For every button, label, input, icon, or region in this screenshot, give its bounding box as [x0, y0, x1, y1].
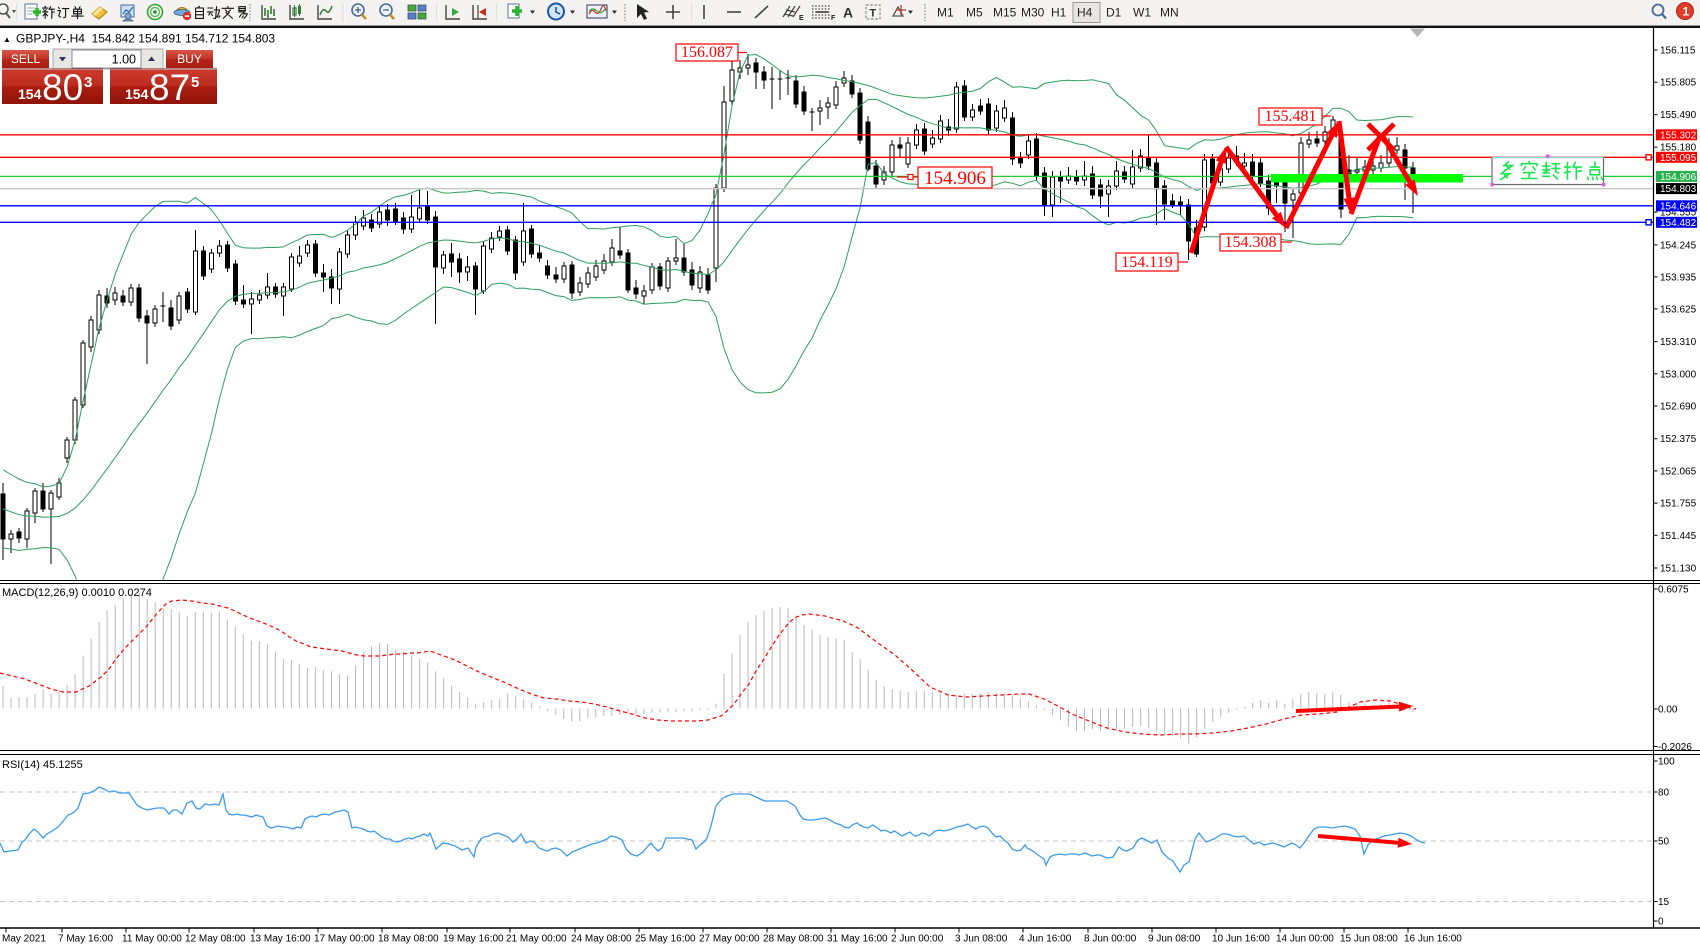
- svg-text:8 Jun 00:00: 8 Jun 00:00: [1084, 934, 1137, 945]
- svg-text:154: 154: [18, 86, 42, 102]
- svg-text:155.095: 155.095: [1660, 153, 1697, 164]
- svg-text:80: 80: [42, 67, 83, 108]
- svg-text:27 May 00:00: 27 May 00:00: [699, 934, 760, 945]
- svg-text:15 Jun 08:00: 15 Jun 08:00: [1340, 934, 1398, 945]
- svg-text:RSI(14) 45.1255: RSI(14) 45.1255: [2, 759, 83, 771]
- svg-text:7 May 16:00: 7 May 16:00: [58, 934, 113, 945]
- svg-text:H4: H4: [1077, 6, 1093, 20]
- svg-text:MN: MN: [1160, 6, 1179, 20]
- svg-text:154.906: 154.906: [924, 168, 986, 189]
- svg-text:MACD(12,26,9) 0.0010 0.0274: MACD(12,26,9) 0.0010 0.0274: [2, 587, 152, 599]
- svg-text:13 May 16:00: 13 May 16:00: [250, 934, 311, 945]
- svg-text:153.310: 153.310: [1660, 337, 1697, 348]
- svg-text:155.481: 155.481: [1265, 108, 1317, 125]
- svg-text:9 Jun 08:00: 9 Jun 08:00: [1148, 934, 1201, 945]
- svg-text:154.245: 154.245: [1660, 240, 1697, 251]
- svg-text:155.180: 155.180: [1660, 143, 1697, 154]
- svg-text:152.690: 152.690: [1660, 402, 1697, 413]
- svg-text:154.308: 154.308: [1225, 234, 1277, 251]
- svg-text:154.646: 154.646: [1660, 201, 1697, 212]
- svg-text:BUY: BUY: [177, 52, 202, 66]
- svg-text:4 Jun 16:00: 4 Jun 16:00: [1019, 934, 1072, 945]
- svg-text:24 May 08:00: 24 May 08:00: [571, 934, 632, 945]
- svg-text:154.803: 154.803: [1660, 184, 1697, 195]
- svg-text:-0.2026: -0.2026: [1658, 742, 1692, 753]
- svg-text:31 May 16:00: 31 May 16:00: [827, 934, 888, 945]
- svg-text:16 Jun 16:00: 16 Jun 16:00: [1404, 934, 1462, 945]
- svg-text:15: 15: [1658, 897, 1670, 908]
- svg-text:E: E: [799, 15, 804, 22]
- svg-text:100: 100: [1658, 757, 1675, 768]
- svg-text:M1: M1: [937, 6, 954, 20]
- svg-text:21 May 00:00: 21 May 00:00: [506, 934, 567, 945]
- svg-text:151.130: 151.130: [1660, 564, 1697, 575]
- svg-text:154.482: 154.482: [1660, 218, 1697, 229]
- svg-text:0.00: 0.00: [1658, 705, 1678, 716]
- svg-text:A: A: [843, 5, 853, 21]
- svg-text:156.115: 156.115: [1660, 46, 1696, 57]
- svg-text:155.302: 155.302: [1660, 130, 1697, 141]
- svg-text:GBPJPY-,H4 154.842 154.891 15: GBPJPY-,H4 154.842 154.891 154.712 154.8…: [16, 32, 275, 46]
- svg-text:152.065: 152.065: [1660, 466, 1697, 477]
- svg-text:D1: D1: [1106, 6, 1122, 20]
- svg-text:M15: M15: [993, 6, 1017, 20]
- svg-text:1: 1: [1683, 5, 1690, 19]
- svg-text:▲: ▲: [3, 35, 11, 44]
- svg-text:0: 0: [1658, 917, 1664, 928]
- svg-text:151.445: 151.445: [1660, 531, 1697, 542]
- svg-text:154.555: 154.555: [1660, 208, 1697, 219]
- svg-text:17 May 00:00: 17 May 00:00: [314, 934, 375, 945]
- svg-text:10 Jun 16:00: 10 Jun 16:00: [1212, 934, 1270, 945]
- svg-text:155.805: 155.805: [1660, 78, 1697, 89]
- svg-text:25 May 16:00: 25 May 16:00: [635, 934, 696, 945]
- svg-text:H1: H1: [1051, 6, 1067, 20]
- svg-text:1.00: 1.00: [112, 53, 136, 67]
- svg-text:153.935: 153.935: [1660, 272, 1697, 283]
- svg-text:W1: W1: [1133, 6, 1151, 20]
- svg-text:T: T: [870, 8, 877, 20]
- svg-text:154.906: 154.906: [1660, 172, 1697, 183]
- svg-text:19 May 16:00: 19 May 16:00: [443, 934, 504, 945]
- svg-text:14 Jun 00:00: 14 Jun 00:00: [1276, 934, 1334, 945]
- svg-text:0.6075: 0.6075: [1658, 585, 1689, 596]
- svg-text:152.375: 152.375: [1660, 434, 1697, 445]
- svg-text:11 May 00:00: 11 May 00:00: [122, 934, 182, 945]
- svg-text:80: 80: [1658, 788, 1670, 799]
- svg-text:87: 87: [149, 67, 190, 108]
- svg-text:154: 154: [125, 86, 149, 102]
- svg-text:153.000: 153.000: [1660, 369, 1697, 380]
- svg-text:M30: M30: [1021, 6, 1045, 20]
- svg-text:151.755: 151.755: [1660, 499, 1697, 510]
- svg-text:3 Jun 08:00: 3 Jun 08:00: [955, 934, 1008, 945]
- svg-text:50: 50: [1658, 837, 1670, 848]
- svg-text:SELL: SELL: [11, 52, 41, 66]
- svg-text:5: 5: [191, 74, 199, 91]
- svg-text:156.087: 156.087: [681, 44, 733, 61]
- svg-text:May 2021: May 2021: [2, 934, 46, 945]
- svg-text:154.119: 154.119: [1121, 254, 1172, 271]
- svg-text:18 May 08:00: 18 May 08:00: [378, 934, 439, 945]
- svg-text:3: 3: [84, 74, 92, 91]
- svg-text:155.490: 155.490: [1660, 110, 1697, 121]
- svg-text:M5: M5: [966, 6, 983, 20]
- svg-text:28 May 08:00: 28 May 08:00: [763, 934, 824, 945]
- svg-text:F: F: [831, 15, 836, 22]
- svg-text:2 Jun 00:00: 2 Jun 00:00: [891, 934, 944, 945]
- svg-text:12 May 08:00: 12 May 08:00: [185, 934, 246, 945]
- svg-text:153.625: 153.625: [1660, 304, 1697, 315]
